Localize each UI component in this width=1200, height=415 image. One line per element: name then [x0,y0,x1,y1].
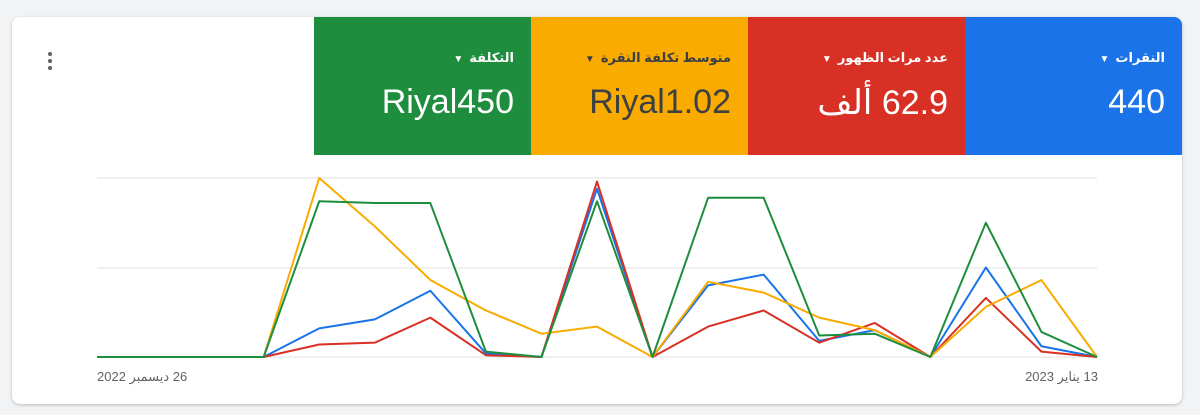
dropdown-arrow-icon[interactable]: ▼ [1099,54,1110,65]
metric-title-label: التكلفة [469,50,514,65]
series-line [97,196,1098,358]
metric-title-label: عدد مرات الظهور [837,50,948,65]
metric-tiles: النقرات ▼ 440 عدد مرات الظهور ▼ 62.9 ألف متوسط… [314,17,1182,155]
performance-card: النقرات ▼ 440 عدد مرات الظهور ▼ 62.9 ألف متوسط… [12,17,1182,404]
line-chart [97,177,1098,358]
metric-title[interactable]: النقرات ▼ [1099,50,1165,66]
dropdown-arrow-icon[interactable]: ▼ [821,54,832,65]
x-axis-end-label: 13 يناير 2023 [1025,369,1098,384]
metric-value: Riyal450 [381,83,514,121]
metric-title[interactable]: عدد مرات الظهور ▼ [822,50,948,66]
more-vert-icon[interactable] [44,50,56,72]
metric-value: 440 [1108,83,1165,121]
metric-tile[interactable]: عدد مرات الظهور ▼ 62.9 ألف [748,17,965,155]
x-axis-start-label: 26 ديسمبر 2022 [97,369,188,384]
metric-title-label: متوسط تكلفة النقرة [600,50,731,65]
metric-tile[interactable]: متوسط تكلفة النقرة ▼ Riyal1.02 [531,17,748,155]
metric-title-label: النقرات [1115,50,1165,65]
metric-title[interactable]: متوسط تكلفة النقرة ▼ [585,50,731,66]
dropdown-arrow-icon[interactable]: ▼ [453,54,464,65]
metric-title[interactable]: التكلفة ▼ [453,50,514,66]
metric-value: 62.9 ألف [817,84,948,122]
metric-value: Riyal1.02 [589,83,731,121]
metric-tile[interactable]: التكلفة ▼ Riyal450 [314,17,531,155]
series-line [97,187,1098,358]
dropdown-arrow-icon[interactable]: ▼ [584,54,595,65]
metric-tile[interactable]: النقرات ▼ 440 [965,17,1182,155]
